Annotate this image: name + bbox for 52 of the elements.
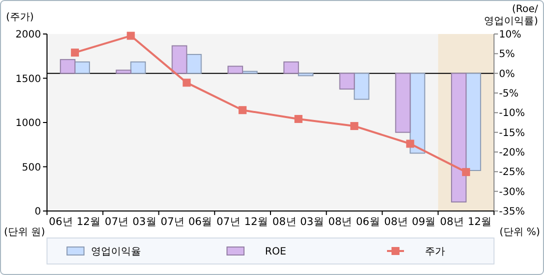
y2-tick-label: -10% [499,108,525,120]
y-axis-title: (주가) [6,12,34,23]
y2-tick-label: -25% [499,167,525,178]
bar [410,72,426,154]
bar [74,61,90,74]
x-tick-label: 07년 12월 [216,216,269,228]
bar [60,59,76,74]
point [406,140,414,148]
y-tick-label: 500 [22,162,41,174]
y2-tick-label: -5% [499,88,518,100]
bar [116,70,132,74]
bar [451,72,467,202]
y-tick-label: 2000 [16,30,41,40]
bar [130,61,146,74]
x-tick-label: 08년 12월 [440,216,492,228]
legend-label: 주가 [425,246,445,258]
bar [339,72,355,90]
point [238,106,247,114]
y2-tick-label: -15% [499,128,525,139]
point [126,32,135,40]
point [350,122,358,130]
bar [354,72,370,100]
x-tick-label: 07년 03월 [104,216,157,228]
y-tick-label: 1000 [16,118,41,129]
bar [395,72,411,133]
bar [283,61,299,74]
bar [466,72,482,171]
point [294,114,302,123]
bar [186,54,202,74]
text: (단위 원) [4,227,46,238]
y2-tick-label: -20% [499,148,525,158]
y2-tick-label: 10% [499,30,522,40]
text: (단위 %) [500,227,540,238]
y2-tick-label: 5% [499,49,515,60]
bar [172,45,188,74]
point [182,78,191,87]
x-tick-label: 06년 12월 [48,216,101,228]
x-tick-label: 08년 09월 [384,216,436,228]
y-tick-label: 1500 [16,74,41,85]
x-tick-label: 08년 03월 [272,216,324,228]
x-tick-label: 07년 06월 [160,216,213,228]
bar [228,66,244,74]
y2-tick-label: -30% [499,186,525,198]
y2-axis-title: (Roe/ 영업이익률) [484,4,539,27]
point [70,48,79,57]
legend-label: ROE [265,246,286,258]
y2-tick-label: 0% [499,68,515,80]
x-tick-label: 08년 06월 [328,216,380,228]
y-tick-label: 0 [34,206,41,218]
point [462,168,470,176]
legend-label: 영업이익율 [91,246,141,258]
y2-tick-label: -35% [499,206,525,218]
